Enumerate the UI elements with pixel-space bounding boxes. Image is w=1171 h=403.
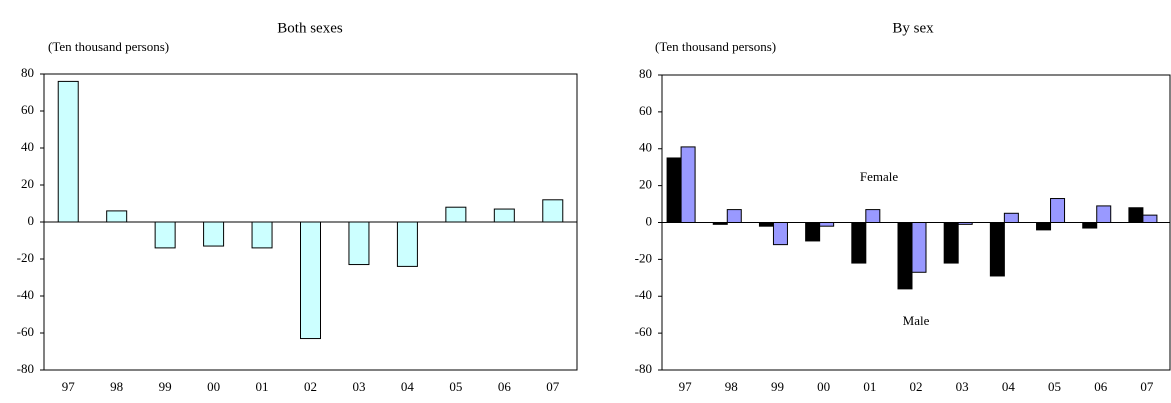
x-tick-label: 97 xyxy=(62,379,76,394)
x-tick-label: 02 xyxy=(910,379,923,394)
x-tick-label: 99 xyxy=(771,379,784,394)
bar xyxy=(493,208,515,223)
x-tick-label: 97 xyxy=(679,379,693,394)
bar xyxy=(989,222,1005,277)
x-tick-label: 01 xyxy=(863,379,876,394)
x-tick-label: 04 xyxy=(1002,379,1016,394)
bar xyxy=(758,222,774,227)
x-tick-label: 03 xyxy=(352,379,365,394)
bar xyxy=(106,210,128,223)
y-tick-label: -60 xyxy=(635,324,652,339)
bar xyxy=(1003,212,1019,223)
bar xyxy=(1142,214,1158,223)
y-tick-label: -40 xyxy=(17,287,34,302)
x-tick-label: 98 xyxy=(725,379,738,394)
y-tick-label: 80 xyxy=(639,66,652,81)
chart-title: By sex xyxy=(892,20,934,36)
y-tick-label: 40 xyxy=(21,139,34,154)
y-tick-label: -80 xyxy=(635,361,652,376)
x-tick-label: 07 xyxy=(1140,379,1154,394)
x-tick-label: 00 xyxy=(817,379,830,394)
bar xyxy=(348,221,370,266)
y-tick-label: 80 xyxy=(21,65,34,80)
bar xyxy=(57,80,79,223)
x-tick-label: 06 xyxy=(1094,379,1108,394)
bar xyxy=(1128,207,1144,223)
bar xyxy=(251,221,273,249)
bar xyxy=(911,222,927,273)
bar xyxy=(943,222,959,264)
bar xyxy=(865,209,881,223)
bar xyxy=(726,209,742,223)
bar xyxy=(805,222,821,242)
bar xyxy=(772,222,788,246)
bar xyxy=(851,222,867,264)
bar xyxy=(1050,198,1066,223)
x-tick-label: 98 xyxy=(110,379,123,394)
series-label: Female xyxy=(860,169,898,184)
y-tick-label: 20 xyxy=(639,177,652,192)
unit-label: (Ten thousand persons) xyxy=(48,39,169,54)
bar xyxy=(154,221,176,249)
x-tick-label: 01 xyxy=(256,379,269,394)
y-tick-label: -20 xyxy=(635,250,652,265)
y-tick-label: 0 xyxy=(646,213,653,228)
bar xyxy=(445,206,467,223)
x-tick-label: 02 xyxy=(304,379,317,394)
bar xyxy=(897,222,913,290)
x-tick-label: 05 xyxy=(1048,379,1061,394)
series-label: Male xyxy=(903,313,930,328)
bar xyxy=(300,221,321,340)
y-tick-label: 40 xyxy=(639,140,652,155)
x-tick-label: 99 xyxy=(159,379,172,394)
bar xyxy=(666,157,682,223)
y-tick-label: 0 xyxy=(28,213,35,228)
unit-label: (Ten thousand persons) xyxy=(655,39,776,54)
bar xyxy=(396,221,418,267)
y-tick-label: -20 xyxy=(17,250,34,265)
bar xyxy=(1096,205,1112,223)
y-tick-label: -60 xyxy=(17,324,34,339)
y-tick-label: 60 xyxy=(639,103,652,118)
chart-title: Both sexes xyxy=(277,20,343,36)
x-tick-label: 03 xyxy=(956,379,969,394)
x-tick-label: 00 xyxy=(207,379,220,394)
x-tick-label: 07 xyxy=(546,379,560,394)
x-tick-label: 06 xyxy=(498,379,512,394)
y-tick-label: 60 xyxy=(21,102,34,117)
bar xyxy=(680,146,696,223)
bar xyxy=(542,199,564,223)
y-tick-label: -40 xyxy=(635,287,652,302)
bar xyxy=(819,222,835,227)
bar xyxy=(203,221,225,247)
x-tick-label: 04 xyxy=(401,379,415,394)
x-tick-label: 05 xyxy=(449,379,462,394)
y-tick-label: -80 xyxy=(17,361,34,376)
bar xyxy=(1036,222,1052,231)
bar xyxy=(1082,222,1098,229)
y-tick-label: 20 xyxy=(21,176,34,191)
